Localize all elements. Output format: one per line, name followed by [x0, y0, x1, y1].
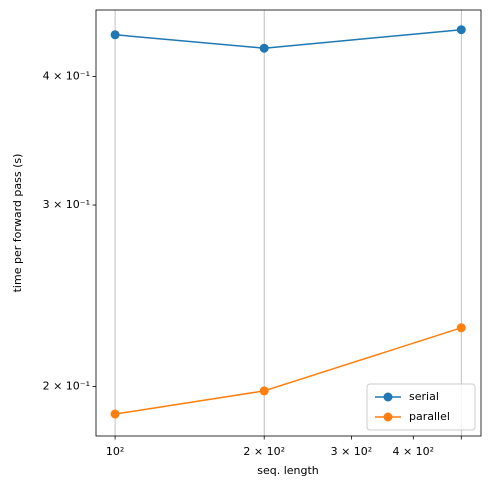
- y-axis-label: time per forward pass (s): [11, 154, 24, 293]
- marker: [259, 386, 269, 396]
- marker: [110, 30, 120, 40]
- y-tick-label: 4 × 10⁻¹: [43, 69, 90, 82]
- legend: serial parallel: [366, 383, 476, 431]
- marker: [456, 323, 466, 333]
- marker: [259, 43, 269, 53]
- legend-marker: [383, 412, 393, 422]
- marker: [456, 25, 466, 35]
- x-tick-label: 10²: [106, 445, 124, 458]
- y-tick-label: 3 × 10⁻¹: [43, 198, 90, 211]
- x-tick-label: 2 × 10²: [243, 445, 285, 458]
- legend-box: [366, 383, 476, 431]
- x-tick-label: 3 × 10²: [331, 445, 373, 458]
- y-tick-label: 2 × 10⁻¹: [43, 379, 90, 392]
- legend-label: serial: [409, 390, 439, 403]
- legend-label: parallel: [409, 410, 450, 423]
- x-axis-label: seq. length: [257, 464, 319, 477]
- marker: [110, 409, 120, 419]
- plot-frame: [95, 9, 482, 437]
- line: [115, 28, 462, 49]
- legend-marker: [383, 392, 393, 402]
- x-tick-label: 4 × 10²: [392, 445, 434, 458]
